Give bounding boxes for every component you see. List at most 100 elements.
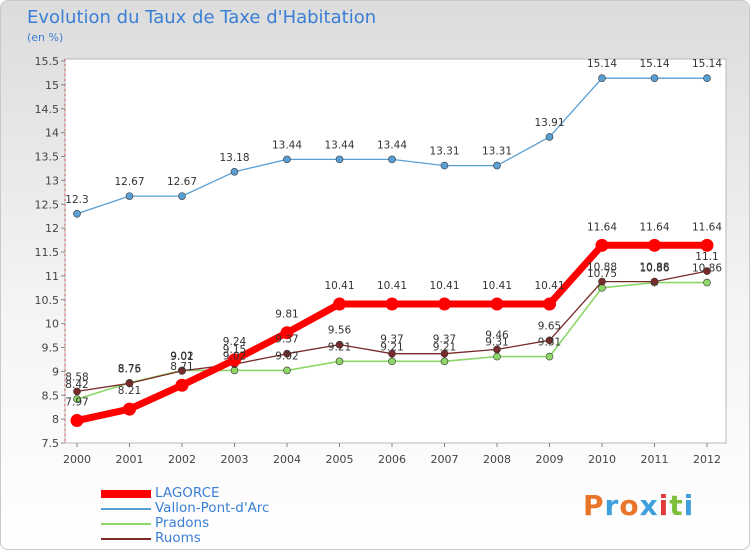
- data-label-vallon-pont-d-arc: 15.14: [587, 58, 617, 70]
- data-point-vallon-pont-d-arc: [493, 161, 501, 170]
- data-label-lagorce: 8.71: [170, 361, 193, 373]
- data-point-pradons: [388, 357, 396, 366]
- data-label-pradons: 9.21: [328, 341, 351, 353]
- y-tick-label: 7.5: [42, 437, 60, 450]
- data-label-pradons: 8.76: [118, 363, 142, 375]
- data-label-pradons: 10.75: [587, 268, 617, 280]
- data-label-vallon-pont-d-arc: 13.44: [324, 139, 354, 151]
- x-tick-label: 2001: [116, 453, 144, 466]
- data-label-vallon-pont-d-arc: 13.31: [482, 146, 512, 158]
- logo-letter: o: [619, 489, 640, 522]
- data-label-ruoms: 10.88: [587, 262, 617, 274]
- x-tick-label: 2005: [326, 453, 354, 466]
- data-point-pradons: [545, 352, 554, 361]
- y-tick-label: 10: [45, 318, 59, 331]
- data-point-ruoms: [178, 367, 186, 375]
- data-point-pradons: [283, 366, 291, 375]
- data-point-ruoms: [440, 349, 449, 358]
- data-point-pradons: [703, 278, 711, 287]
- data-point-pradons: [493, 352, 501, 361]
- data-label-lagorce: 7.97: [65, 397, 88, 409]
- data-point-ruoms: [73, 387, 81, 396]
- data-point-lagorce: [70, 414, 84, 428]
- data-label-pradons: 9.02: [275, 350, 298, 362]
- data-label-ruoms: 9.01: [170, 351, 193, 363]
- data-label-pradons: 10.86: [692, 263, 722, 275]
- data-label-lagorce: 11.64: [692, 221, 722, 233]
- y-tick-label: 13: [45, 174, 59, 187]
- data-point-ruoms: [125, 379, 134, 388]
- data-label-pradons: 9.21: [380, 341, 403, 353]
- y-tick-label: 11: [45, 270, 59, 283]
- data-label-vallon-pont-d-arc: 12.3: [65, 194, 88, 206]
- data-label-pradons: 8.42: [65, 379, 88, 391]
- x-tick-label: 2007: [431, 453, 459, 466]
- legend-label: LAGORCE: [155, 485, 220, 501]
- x-tick-label: 2006: [378, 453, 406, 466]
- data-label-ruoms: 11.1: [695, 251, 718, 263]
- data-point-ruoms: [283, 349, 291, 358]
- data-point-vallon-pont-d-arc: [73, 210, 81, 218]
- data-point-lagorce: [595, 238, 609, 252]
- logo-letter: P: [583, 489, 605, 522]
- data-label-lagorce: 9.24: [223, 336, 247, 348]
- x-tick-label: 2010: [588, 453, 616, 466]
- chart-title: Evolution du Taux de Taxe d'Habitation: [27, 7, 377, 28]
- x-tick-label: 2009: [536, 453, 564, 466]
- data-label-vallon-pont-d-arc: 12.67: [114, 176, 144, 188]
- plot-area: [64, 58, 727, 444]
- data-point-pradons: [335, 357, 344, 366]
- data-label-pradons: 10.86: [639, 263, 669, 275]
- data-label-ruoms: 9.37: [380, 334, 403, 346]
- logo-letter: t: [669, 489, 684, 522]
- data-label-pradons: 9.02: [170, 350, 193, 362]
- y-tick-label: 9.5: [42, 342, 60, 355]
- data-label-lagorce: 10.41: [534, 280, 564, 292]
- y-tick-label: 14.5: [35, 103, 60, 116]
- data-label-lagorce: 10.41: [324, 280, 354, 292]
- data-label-vallon-pont-d-arc: 15.14: [639, 58, 669, 70]
- data-point-lagorce: [490, 297, 504, 311]
- legend-label: Vallon-Pont-d'Arc: [155, 500, 270, 516]
- data-label-vallon-pont-d-arc: 15.14: [692, 58, 722, 70]
- x-tick-label: 2004: [273, 453, 301, 466]
- logo-letter: i: [658, 489, 670, 522]
- data-point-pradons: [440, 357, 449, 366]
- data-label-ruoms: 10.88: [639, 262, 669, 274]
- data-label-vallon-pont-d-arc: 13.44: [272, 139, 302, 151]
- y-tick-label: 8: [52, 413, 59, 426]
- data-label-pradons: 9.02: [223, 350, 246, 362]
- data-label-pradons: 9.31: [538, 337, 561, 349]
- data-point-ruoms: [650, 277, 659, 286]
- data-point-lagorce: [228, 353, 241, 367]
- chart-subtitle: (en %): [27, 31, 64, 44]
- data-point-ruoms: [703, 267, 711, 275]
- data-point-vallon-pont-d-arc: [335, 155, 344, 164]
- data-label-lagorce: 8.21: [118, 385, 141, 397]
- data-label-vallon-pont-d-arc: 13.18: [219, 152, 249, 164]
- data-label-pradons: 9.21: [433, 341, 456, 353]
- data-point-vallon-pont-d-arc: [125, 192, 134, 200]
- data-label-lagorce: 10.41: [429, 280, 459, 292]
- data-point-ruoms: [335, 340, 344, 349]
- data-point-lagorce: [438, 297, 451, 311]
- data-point-vallon-pont-d-arc: [230, 167, 239, 176]
- legend-label: Ruoms: [155, 530, 201, 546]
- data-point-vallon-pont-d-arc: [283, 155, 291, 164]
- data-point-vallon-pont-d-arc: [545, 133, 554, 141]
- data-point-lagorce: [123, 402, 136, 416]
- y-tick-label: 8.5: [42, 389, 60, 402]
- data-point-vallon-pont-d-arc: [440, 161, 449, 170]
- logo-letter: x: [639, 489, 659, 522]
- data-point-lagorce: [280, 326, 294, 340]
- data-label-vallon-pont-d-arc: 13.31: [429, 146, 459, 158]
- data-point-vallon-pont-d-arc: [178, 192, 186, 200]
- data-label-pradons: 9.31: [485, 337, 508, 349]
- data-label-ruoms: 8.75: [118, 363, 141, 375]
- data-point-lagorce: [700, 238, 714, 252]
- y-tick-label: 12: [45, 222, 59, 235]
- data-point-pradons: [73, 395, 81, 403]
- data-point-ruoms: [545, 336, 554, 345]
- data-label-lagorce: 9.81: [275, 309, 298, 321]
